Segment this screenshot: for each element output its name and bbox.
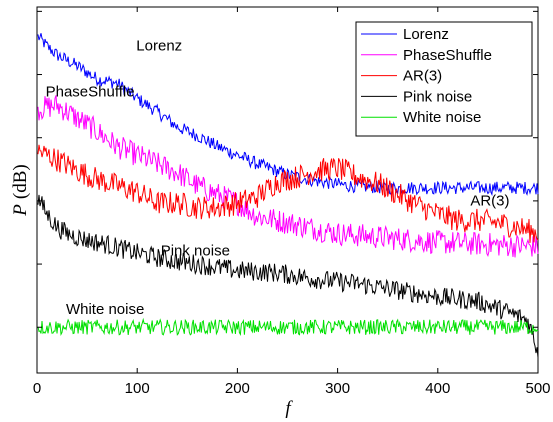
annotation-ar-3: AR(3) [470,192,509,209]
y-axis-unit: (dB) [10,164,31,199]
series-layer [37,33,539,358]
legend-label-pink-noise: Pink noise [403,88,472,105]
x-tick-label-100: 100 [125,380,150,397]
legend-label-lorenz: Lorenz [403,26,449,43]
series-line-phaseshuffle [37,95,539,258]
y-axis-variable: P [10,204,31,217]
x-tick-label-500: 500 [525,380,550,397]
series-line-lorenz [37,33,539,197]
x-tick-label-200: 200 [225,380,250,397]
legend-label-ar-3: AR(3) [403,68,442,85]
x-tick-label-400: 400 [425,380,450,397]
y-axis-label: P (dB) [10,164,31,216]
legend: Lorenz PhaseShuffle AR(3) Pink noise White n… [355,21,533,137]
ticks-layer: 0 100 200 300 400 500 [33,7,551,397]
annotation-white-noise: White noise [66,301,144,318]
legend-label-phaseshuffle: PhaseShuffle [403,47,492,64]
annotation-phaseshuffle: PhaseShuffle [46,83,135,100]
legend-label-white-noise: White noise [403,109,481,126]
annotations-layer: Lorenz PhaseShuffle AR(3) Pink noise White n… [46,38,510,319]
series-line-ar-3 [37,144,539,243]
annotation-pink-noise: Pink noise [161,242,230,259]
series-line-pink-noise [37,194,539,358]
x-axis-label: f [285,398,293,419]
series-line-white-noise [37,317,539,337]
x-tick-label-300: 300 [325,380,350,397]
annotation-lorenz: Lorenz [136,38,182,55]
x-tick-label-0: 0 [33,380,41,397]
